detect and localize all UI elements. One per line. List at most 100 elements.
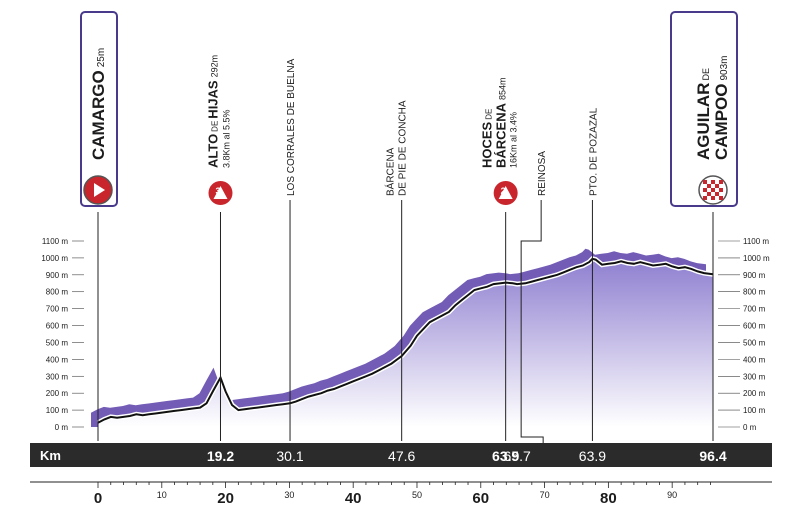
place-2: LOS CORRALES DE BUELNA (286, 58, 297, 196)
climb-category-label: 3 (215, 186, 220, 196)
km-value-label: 63.9 (579, 448, 606, 464)
place-label-text: REINOSA (537, 151, 548, 196)
km-bar-values: 19.2 30.1 47.6 63.965.7 63.9 96.4 (207, 448, 727, 464)
y-tick-label-left: 0 m (55, 423, 69, 432)
y-tick-label-left: 900 m (46, 271, 69, 280)
km-value-label: 65.7 (504, 448, 531, 464)
km-value-label: 96.4 (699, 448, 726, 464)
km-bar-background (30, 443, 772, 467)
place-label-text: PTO. DE POZAZAL (588, 107, 599, 196)
y-tick-label-right: 600 m (743, 322, 766, 331)
km-value-label: 47.6 (388, 448, 415, 464)
climb-category-label: 2 (501, 186, 506, 196)
y-tick-label-left: 400 m (46, 355, 69, 364)
checker-cell (707, 192, 711, 196)
checker-cell (703, 196, 707, 200)
place-5: REINOSA (537, 151, 548, 196)
profile-area (91, 248, 714, 427)
y-tick-label-left: 500 m (46, 338, 69, 347)
place-3: BÁRCENA DE PIE DE CONCHA (384, 100, 409, 196)
checker-cell (719, 180, 723, 184)
y-tick-label-left: 700 m (46, 305, 69, 314)
place-name-2: BÁRCENA854m (494, 77, 509, 168)
place-name-de: DE (485, 109, 494, 120)
place-name: REINOSA (537, 151, 548, 196)
x-tick-label: 80 (600, 490, 617, 507)
y-tick-label-right: 1100 m (743, 237, 769, 246)
km-bar: Km (30, 443, 772, 467)
x-tick-label: 40 (345, 490, 362, 507)
place-name: LOS CORRALES DE BUELNA (286, 58, 297, 196)
place-name: CAMARGO25m (89, 48, 108, 160)
place-altitude: 25m (96, 48, 107, 67)
checker-cell (703, 180, 707, 184)
place-climb-info: 3.8Km al 5.5% (221, 109, 231, 168)
y-tick-label-left: 1000 m (41, 254, 68, 263)
checker-cell (719, 188, 723, 192)
finish-frame (670, 11, 738, 207)
checker-cell (711, 196, 715, 200)
km-value-label: 63.9 (492, 448, 519, 464)
place-label-text: CAMARGO25m (89, 48, 108, 160)
x-tick-label: 10 (157, 490, 167, 500)
mountain-icon (498, 186, 513, 199)
y-tick-label-left: 200 m (46, 389, 69, 398)
y-axis-left: 0 m 100 m 200 m 300 m 400 m 500 m 600 m 700 m 80… (41, 237, 84, 432)
x-axis: 0 10 20 30 40 50 60 70 80 90 (30, 481, 772, 507)
place-leader-lines (97, 200, 714, 443)
place-label-text: LOS CORRALES DE BUELNA (286, 58, 297, 196)
y-tick-label-left: 1100 m (42, 237, 68, 246)
place-name: PTO. DE POZAZAL (588, 107, 599, 196)
checker-cell (715, 192, 719, 196)
place-0: CAMARGO25m (80, 11, 118, 207)
y-tick-label-right: 700 m (743, 305, 766, 314)
y-tick-label-left: 800 m (46, 288, 69, 297)
y-tick-label-right: 800 m (743, 288, 766, 297)
y-tick-label-right: 400 m (743, 355, 766, 364)
play-triangle-icon (94, 183, 105, 197)
checker-cell (711, 188, 715, 192)
y-tick-label-right: 200 m (743, 389, 766, 398)
mountain-icon (213, 186, 228, 199)
km-bar-label: Km (40, 448, 61, 463)
km-value-label: 30.1 (276, 448, 303, 464)
place-name-2: HIJAS (205, 80, 220, 119)
place-altitude: 854m (498, 77, 508, 100)
x-tick-label: 70 (540, 490, 550, 500)
y-axis-right: 0 m 100 m 200 m 300 m 400 m 500 m 600 m 700 m 80… (718, 237, 770, 432)
profile-fill (98, 258, 713, 427)
checker-cell (703, 188, 707, 192)
x-tick-label: 20 (217, 490, 234, 507)
place-name-de: DE (701, 68, 711, 81)
leader-line-reinosa (520, 200, 544, 443)
checker-cell (719, 196, 723, 200)
y-tick-label-right: 1000 m (743, 254, 770, 263)
y-tick-label-left: 300 m (46, 372, 69, 381)
place-climb-info: 16Km al 3.4% (509, 112, 519, 168)
place-name-de: DE (210, 121, 219, 132)
y-tick-label-right: 300 m (743, 372, 766, 381)
place-name: BÁRCENA (384, 147, 397, 196)
place-name: ALTODEHIJAS292m (205, 55, 220, 168)
x-tick-label: 60 (472, 490, 489, 507)
checker-cell (715, 184, 719, 188)
x-tick-label: 50 (412, 490, 422, 500)
checker-cell (707, 184, 711, 188)
place-label-text: BÁRCENA DE PIE DE CONCHA (384, 100, 409, 196)
place-name-2: DE PIE DE CONCHA (398, 100, 409, 196)
x-tick-label: 30 (284, 490, 294, 500)
y-tick-label-right: 0 m (743, 423, 757, 432)
profile-line (97, 257, 714, 424)
checker-cell (711, 180, 715, 184)
x-tick-label: 90 (667, 490, 677, 500)
y-tick-label-right: 900 m (743, 271, 766, 280)
km-value-label: 19.2 (207, 448, 234, 464)
x-tick-label: 0 (94, 490, 102, 507)
